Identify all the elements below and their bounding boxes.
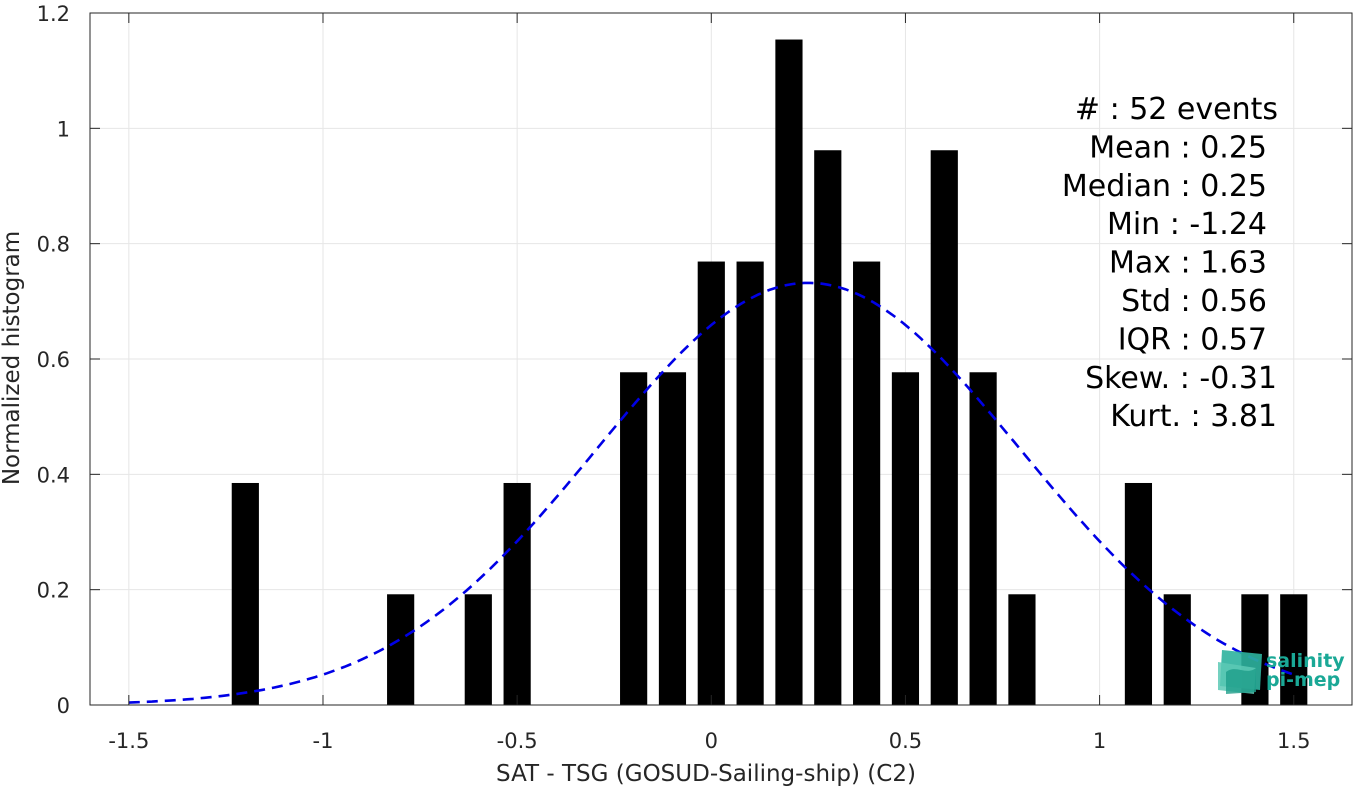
- histogram-bar: [231, 482, 259, 705]
- histogram-bar: [814, 150, 842, 705]
- histogram-bar: [387, 594, 415, 705]
- y-tick-label: 1: [57, 117, 70, 141]
- histogram-bar: [775, 39, 803, 705]
- stat-line: Median : 0.25: [1062, 169, 1267, 204]
- logo-text-salinity: salinity: [1266, 650, 1345, 672]
- bars: [231, 39, 1308, 705]
- normal-fit-curve: [128, 281, 1295, 704]
- stat-line: # : 52 events: [1075, 92, 1278, 127]
- x-tick-labels: -1.5 -1 -0.5 0 0.5 1 1.5: [108, 729, 1310, 753]
- y-tick-label: 0: [57, 694, 70, 718]
- y-tick-labels: 0 0.2 0.4 0.6 0.8 1 1.2: [37, 2, 70, 718]
- axis-ticks: [90, 12, 1352, 706]
- x-tick-label: 0.5: [889, 729, 922, 753]
- y-tick-label: 1.2: [37, 2, 70, 26]
- histogram-bar: [658, 372, 687, 705]
- histogram-bar: [891, 372, 920, 705]
- salinity-pi-mep-logo: salinity pi-mep: [1218, 650, 1345, 694]
- x-tick-label: -1: [313, 729, 334, 753]
- y-tick-label: 0.8: [37, 233, 70, 257]
- stat-line: Kurt. : 3.81: [1110, 399, 1277, 434]
- histogram-bar: [969, 372, 997, 705]
- x-tick-label: 0: [705, 729, 718, 753]
- stat-line: IQR : 0.57: [1118, 322, 1267, 357]
- logo-text-pi-mep: pi-mep: [1266, 669, 1340, 691]
- stat-line: Max : 1.63: [1109, 246, 1267, 281]
- histogram-bar: [464, 594, 492, 705]
- x-axis-label: SAT - TSG (GOSUD-Sailing-ship) (C2): [496, 761, 916, 787]
- histogram-bar: [1124, 482, 1153, 705]
- histogram-bar: [853, 261, 881, 705]
- y-tick-label: 0.4: [37, 463, 70, 487]
- x-tick-label: 1: [1093, 729, 1106, 753]
- histogram-bar: [1008, 594, 1036, 705]
- y-axis-label: Normalized histogram: [0, 231, 25, 485]
- stat-line: Min : -1.24: [1107, 207, 1267, 242]
- stat-line: Std : 0.56: [1121, 284, 1267, 319]
- histogram-bar: [697, 261, 725, 705]
- histogram-bar: [1163, 594, 1191, 705]
- histogram-bar: [503, 482, 531, 705]
- wave-logo-icon: [1218, 650, 1262, 694]
- x-tick-label: -1.5: [108, 729, 149, 753]
- x-tick-label: 1.5: [1277, 729, 1310, 753]
- histogram-bar: [736, 261, 764, 705]
- histogram-bar: [930, 150, 958, 705]
- stat-line: Skew. : -0.31: [1085, 361, 1277, 396]
- x-tick-label: -0.5: [497, 729, 538, 753]
- y-tick-label: 0.2: [37, 579, 70, 603]
- stat-line: Mean : 0.25: [1089, 130, 1267, 165]
- y-tick-label: 0.6: [37, 348, 70, 372]
- histogram-bar: [620, 372, 648, 705]
- histogram-bar: [1280, 594, 1308, 705]
